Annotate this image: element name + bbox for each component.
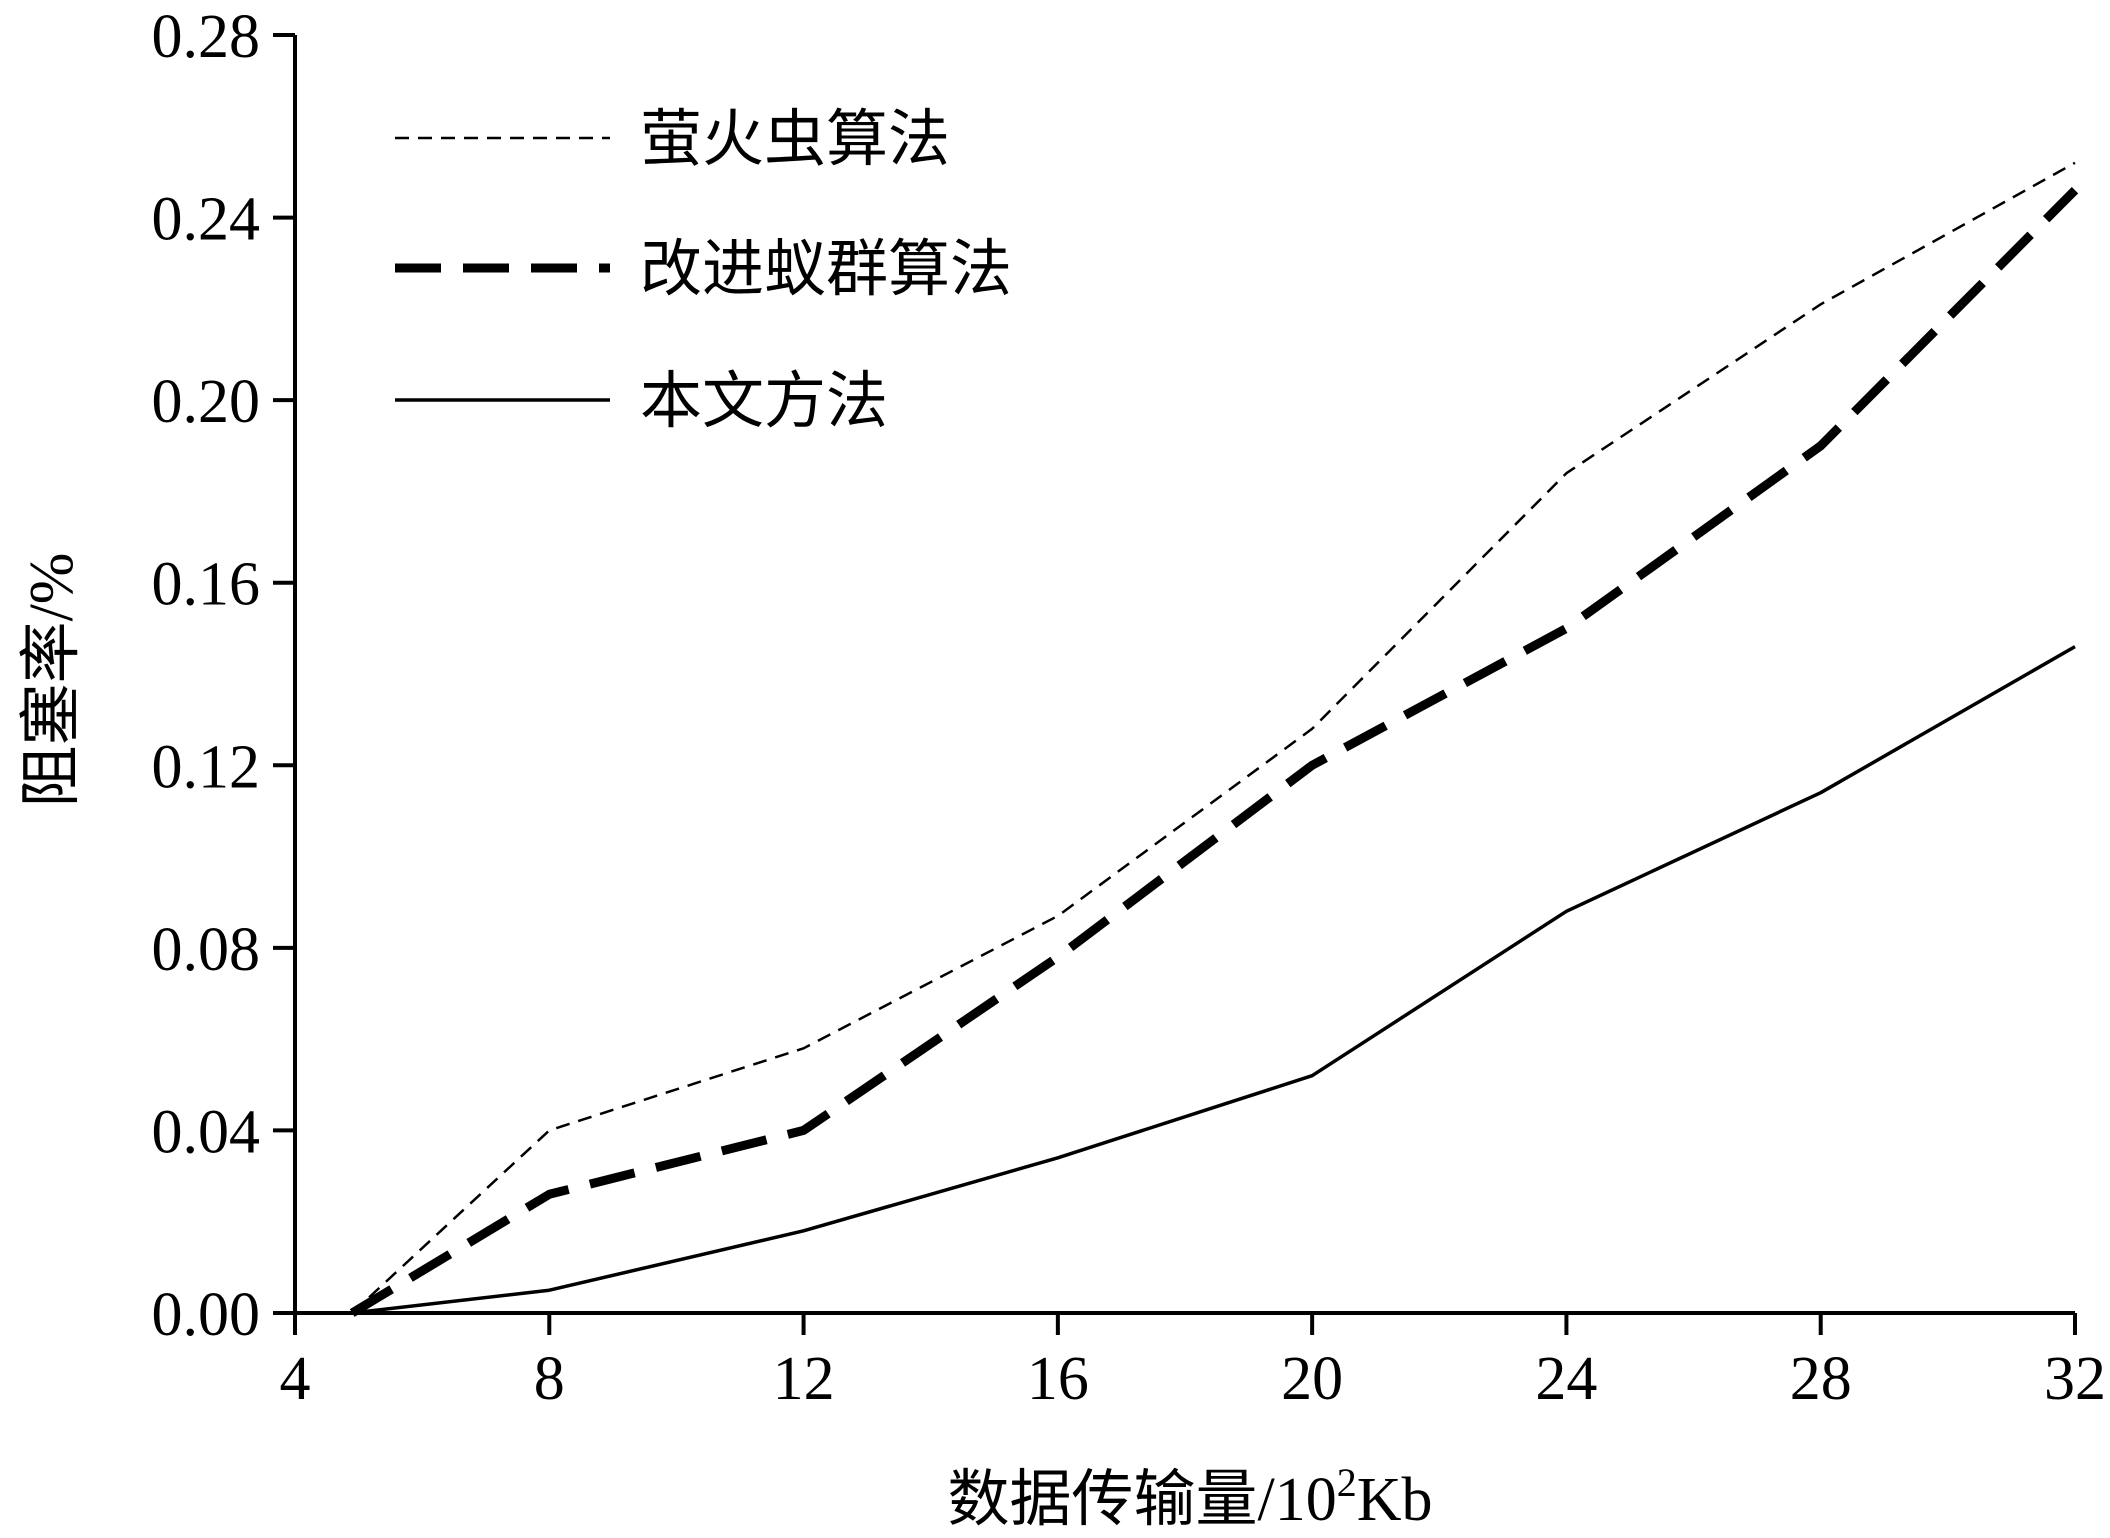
x-axis-ticks: 4 8 12 16 20 24 28 32	[280, 1313, 2106, 1413]
series-line-1	[349, 187, 2079, 1317]
series-line-2	[351, 645, 2076, 1315]
y-tick-label: 0.20	[152, 368, 261, 436]
legend-label: 改进蚁群算法	[640, 236, 1012, 304]
y-tick-label: 0.24	[152, 186, 261, 254]
axes	[293, 35, 2075, 1315]
x-tick-label: 12	[773, 1345, 835, 1413]
y-tick-label: 0.28	[152, 3, 261, 71]
y-tick-label: 0.00	[152, 1281, 261, 1349]
y-tick-label: 0.16	[152, 551, 261, 619]
x-axis-title: 数据传输量/102Kb	[947, 1460, 1432, 1534]
x-tick-label: 8	[534, 1345, 565, 1413]
series-lines	[349, 161, 2079, 1317]
y-axis-title: 阻塞率/%	[18, 553, 86, 808]
y-tick-label: 0.12	[152, 733, 261, 801]
x-tick-label: 28	[1790, 1345, 1852, 1413]
y-tick-label: 0.08	[152, 916, 261, 984]
x-tick-label: 32	[2044, 1345, 2106, 1413]
x-tick-label: 16	[1027, 1345, 1089, 1413]
x-tick-label: 4	[280, 1345, 311, 1413]
series-line-0	[351, 161, 2076, 1314]
x-tick-label: 20	[1281, 1345, 1343, 1413]
legend-label: 本文方法	[640, 368, 888, 436]
y-axis-ticks: 0.00 0.04 0.08 0.12 0.16 0.20 0.24 0.28	[152, 3, 295, 1349]
x-tick-label: 24	[1535, 1345, 1597, 1413]
legend-label: 萤火虫算法	[640, 106, 950, 174]
y-tick-label: 0.04	[152, 1098, 261, 1166]
